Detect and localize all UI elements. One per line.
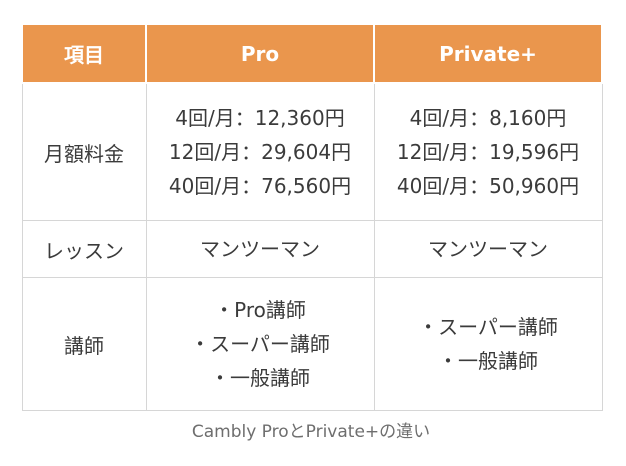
header-private-plus: Private+: [373, 23, 603, 84]
row-label-lesson: レッスン: [21, 220, 147, 278]
pro-price-line-2: 12回/月：29,604円: [168, 140, 352, 164]
private-lesson-type: マンツーマン: [428, 237, 548, 261]
pro-teacher-line-2: ・スーパー講師: [190, 332, 330, 356]
header-item: 項目: [21, 23, 147, 84]
pro-price-line-3: 40回/月：76,560円: [168, 174, 352, 198]
private-teacher-line-1: ・スーパー講師: [418, 315, 558, 339]
private-teacher-cell: ・スーパー講師 ・一般講師: [373, 277, 603, 411]
pro-lesson-type: マンツーマン: [200, 237, 320, 261]
row-label-monthly-fee: 月額料金: [21, 82, 147, 221]
private-lesson-cell: マンツーマン: [373, 220, 603, 278]
table-row-teacher: 講師 ・Pro講師 ・スーパー講師 ・一般講師 ・スーパー講師 ・一般講師: [21, 277, 603, 411]
table-row-monthly-fee: 月額料金 4回/月：12,360円 12回/月：29,604円 40回/月：76…: [21, 82, 603, 221]
pro-price-line-1: 4回/月：12,360円: [175, 106, 345, 130]
plan-comparison-table: 項目 Pro Private+ 月額料金 4回/月：12,360円 12回/月：…: [21, 23, 603, 411]
pro-teacher-cell: ・Pro講師 ・スーパー講師 ・一般講師: [145, 277, 375, 411]
pro-monthly-fee-cell: 4回/月：12,360円 12回/月：29,604円 40回/月：76,560円: [145, 82, 375, 221]
private-price-line-1: 4回/月：8,160円: [409, 106, 567, 130]
table-row-lesson: レッスン マンツーマン マンツーマン: [21, 220, 603, 278]
private-price-line-2: 12回/月：19,596円: [396, 140, 580, 164]
pro-teacher-line-3: ・一般講師: [210, 366, 310, 390]
pro-teacher-line-1: ・Pro講師: [214, 298, 306, 322]
private-teacher-line-2: ・一般講師: [438, 349, 538, 373]
table-caption: Cambly ProとPrivate+の違い: [191, 422, 431, 442]
header-pro: Pro: [145, 23, 375, 84]
private-monthly-fee-cell: 4回/月：8,160円 12回/月：19,596円 40回/月：50,960円: [373, 82, 603, 221]
private-price-line-3: 40回/月：50,960円: [396, 174, 580, 198]
row-label-teacher: 講師: [21, 277, 147, 411]
header-row: 項目 Pro Private+: [21, 23, 603, 84]
pro-lesson-cell: マンツーマン: [145, 220, 375, 278]
